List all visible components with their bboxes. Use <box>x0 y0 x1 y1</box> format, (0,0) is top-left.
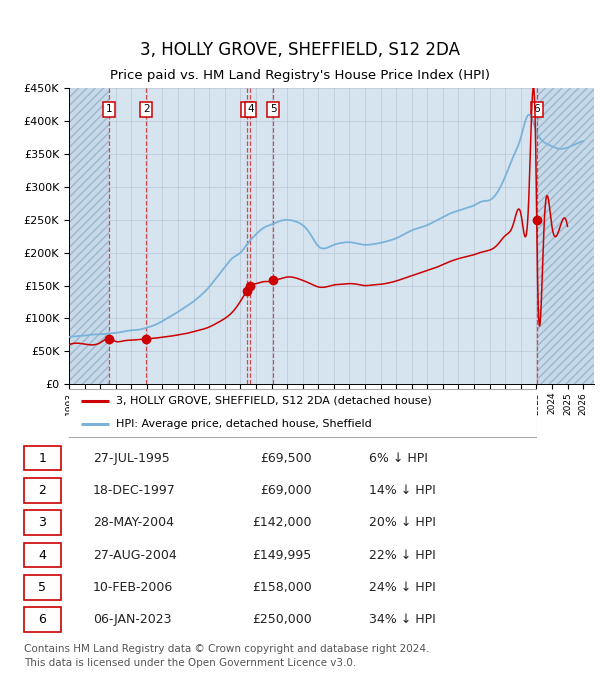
FancyBboxPatch shape <box>23 478 61 503</box>
Text: £250,000: £250,000 <box>252 613 311 626</box>
Text: 4: 4 <box>38 549 46 562</box>
Bar <box>536 88 594 384</box>
Text: 27-JUL-1995: 27-JUL-1995 <box>92 452 169 464</box>
Text: £69,500: £69,500 <box>260 452 311 464</box>
Text: 10-FEB-2006: 10-FEB-2006 <box>92 581 173 594</box>
Text: 28-MAY-2004: 28-MAY-2004 <box>92 516 173 529</box>
Text: 14% ↓ HPI: 14% ↓ HPI <box>369 484 436 497</box>
Text: 4: 4 <box>247 105 254 114</box>
FancyBboxPatch shape <box>23 543 61 567</box>
Text: 2: 2 <box>38 484 46 497</box>
Text: 22% ↓ HPI: 22% ↓ HPI <box>369 549 436 562</box>
Text: 20% ↓ HPI: 20% ↓ HPI <box>369 516 436 529</box>
Text: £149,995: £149,995 <box>252 549 311 562</box>
Text: 5: 5 <box>38 581 46 594</box>
FancyBboxPatch shape <box>23 575 61 600</box>
Text: 06-JAN-2023: 06-JAN-2023 <box>92 613 171 626</box>
Text: HPI: Average price, detached house, Sheffield: HPI: Average price, detached house, Shef… <box>116 420 371 429</box>
Bar <box>69 88 109 384</box>
Text: 6% ↓ HPI: 6% ↓ HPI <box>369 452 428 464</box>
Text: 6: 6 <box>533 105 540 114</box>
Text: 1: 1 <box>38 452 46 464</box>
Text: 6: 6 <box>38 613 46 626</box>
Text: 3, HOLLY GROVE, SHEFFIELD, S12 2DA (detached house): 3, HOLLY GROVE, SHEFFIELD, S12 2DA (deta… <box>116 396 431 406</box>
Text: 3: 3 <box>38 516 46 529</box>
FancyBboxPatch shape <box>23 607 61 632</box>
FancyBboxPatch shape <box>23 511 61 535</box>
Text: 24% ↓ HPI: 24% ↓ HPI <box>369 581 436 594</box>
Text: Contains HM Land Registry data © Crown copyright and database right 2024.
This d: Contains HM Land Registry data © Crown c… <box>24 645 430 668</box>
FancyBboxPatch shape <box>23 446 61 471</box>
Text: Price paid vs. HM Land Registry's House Price Index (HPI): Price paid vs. HM Land Registry's House … <box>110 69 490 82</box>
Text: 34% ↓ HPI: 34% ↓ HPI <box>369 613 436 626</box>
Text: £158,000: £158,000 <box>252 581 311 594</box>
Text: 1: 1 <box>106 105 112 114</box>
Text: £69,000: £69,000 <box>260 484 311 497</box>
Text: 18-DEC-1997: 18-DEC-1997 <box>92 484 175 497</box>
Text: 27-AUG-2004: 27-AUG-2004 <box>92 549 176 562</box>
Text: 5: 5 <box>270 105 277 114</box>
Text: 3: 3 <box>244 105 250 114</box>
Text: 3, HOLLY GROVE, SHEFFIELD, S12 2DA: 3, HOLLY GROVE, SHEFFIELD, S12 2DA <box>140 41 460 59</box>
FancyBboxPatch shape <box>64 389 537 437</box>
Text: 2: 2 <box>143 105 149 114</box>
Text: £142,000: £142,000 <box>252 516 311 529</box>
